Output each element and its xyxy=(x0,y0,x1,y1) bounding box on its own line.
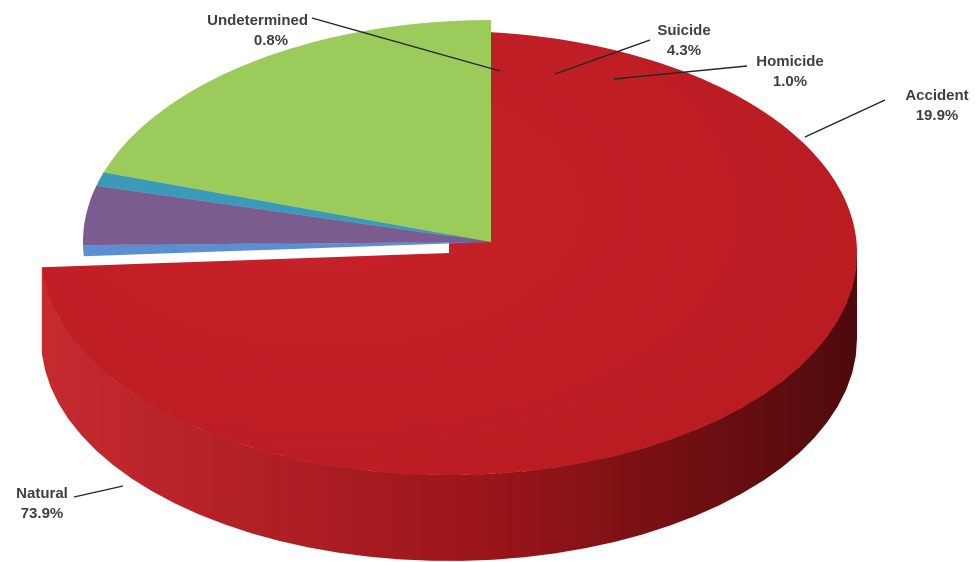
data-label-undetermined-name: Undetermined xyxy=(207,12,308,29)
data-label-accident-value: 19.9% xyxy=(916,107,959,124)
leader-line-homicide xyxy=(613,65,748,80)
data-label-suicide-name: Suicide xyxy=(657,22,710,39)
pie-slice-undetermined xyxy=(83,242,491,257)
data-label-natural-name: Natural xyxy=(16,485,68,502)
data-label-natural-value: 73.9% xyxy=(21,505,64,522)
data-label-accident-name: Accident xyxy=(905,87,968,104)
data-label-undetermined-value: 0.8% xyxy=(254,32,288,49)
data-label-homicide-name: Homicide xyxy=(756,53,824,70)
pie-slice-homicide xyxy=(96,172,492,242)
leader-line-accident xyxy=(804,99,886,138)
leader-line-suicide xyxy=(554,39,651,75)
pie-label-layer: Natural 73.9% Undetermined 0.8% Suicide 4.3% H… xyxy=(16,12,969,522)
pie-slice-suicide xyxy=(83,185,491,246)
leader-line-undetermined xyxy=(311,17,501,72)
pie-side-natural xyxy=(41,253,858,561)
pie-slice-natural xyxy=(41,31,858,475)
data-label-homicide-value: 1.0% xyxy=(773,73,807,90)
pie-top-layer xyxy=(41,20,858,475)
data-label-suicide-value: 4.3% xyxy=(667,42,701,59)
leader-line-natural xyxy=(73,485,124,498)
pie-slice-accident xyxy=(103,20,491,242)
pie-side-layer xyxy=(41,253,858,561)
